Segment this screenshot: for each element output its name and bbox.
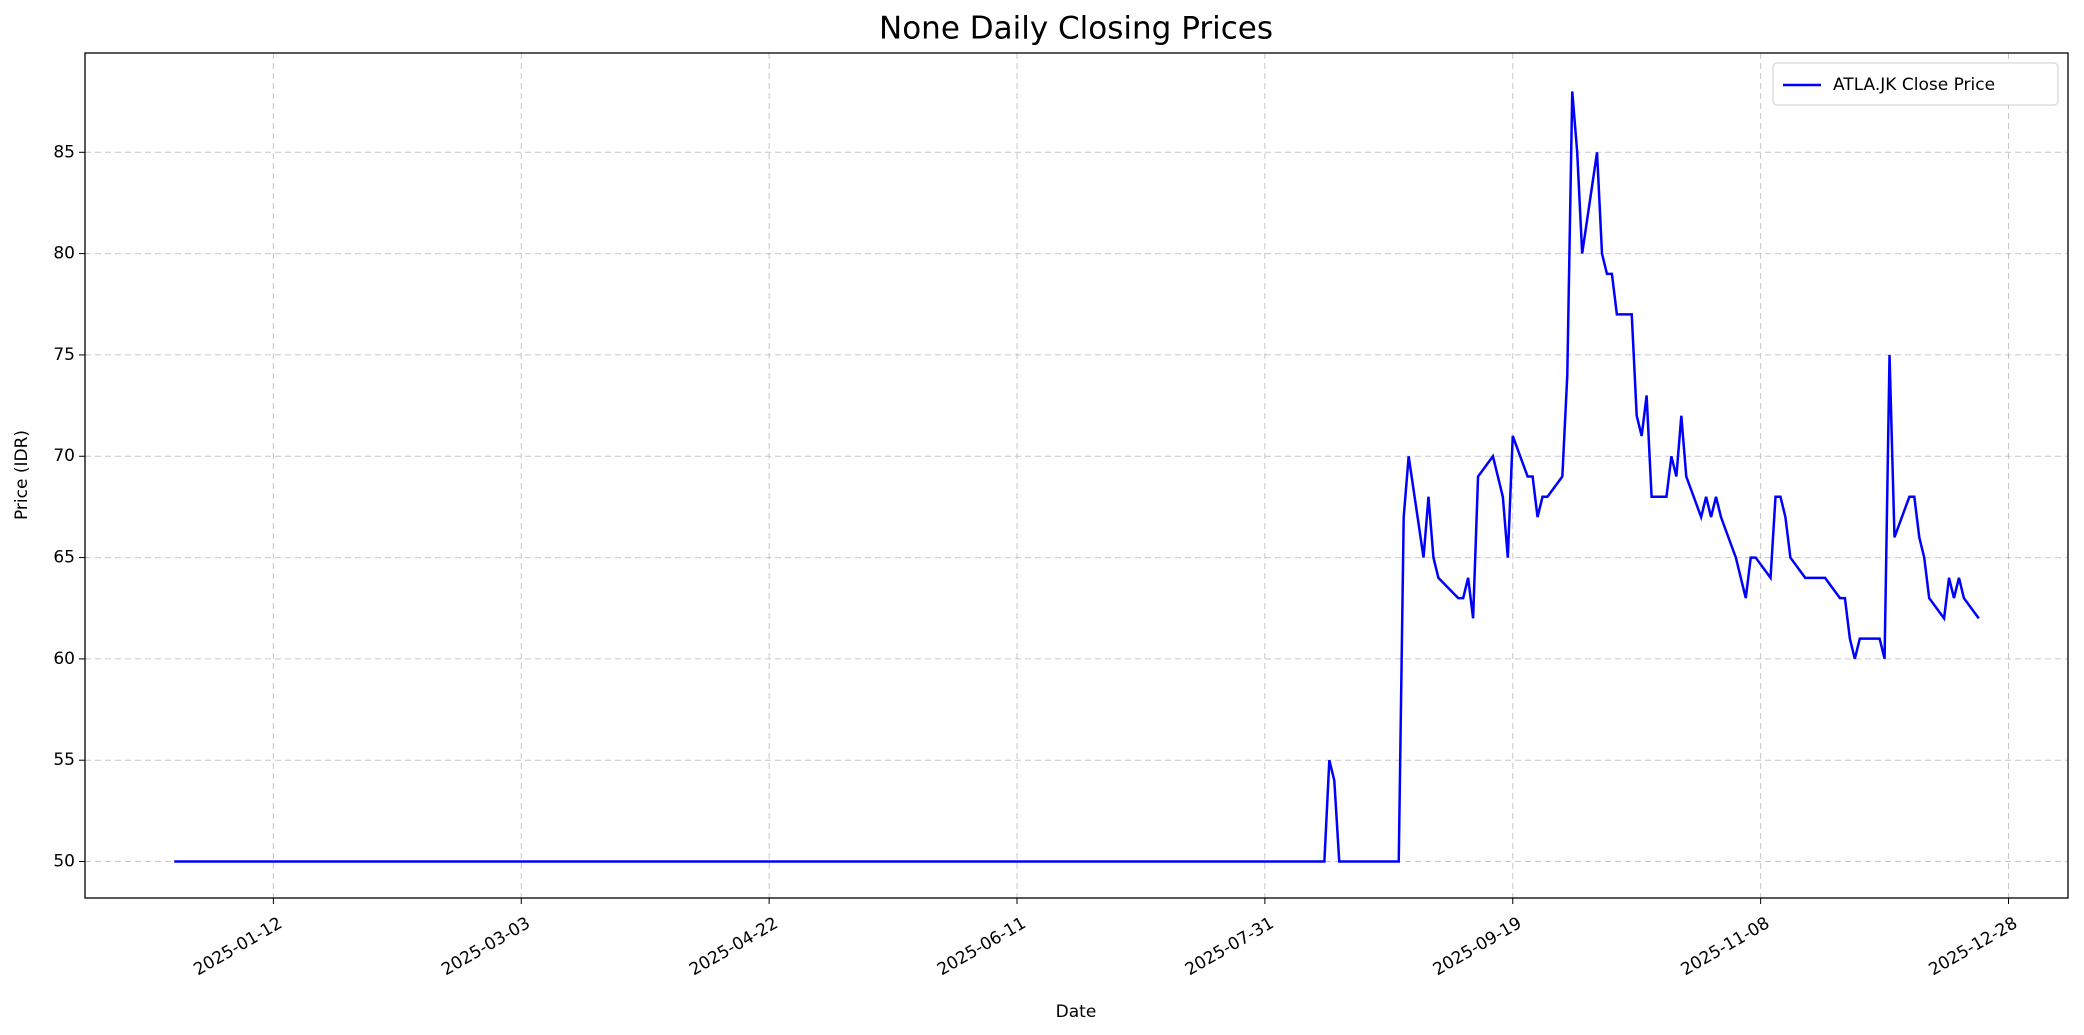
plot-frame <box>84 52 2069 899</box>
x-tick-label: 2025-12-28 <box>1925 913 2021 980</box>
legend-label: ATLA.JK Close Price <box>1833 75 1995 95</box>
chart-title: None Daily Closing Prices <box>879 11 1273 47</box>
x-tick-label: 2025-11-08 <box>1678 913 1774 980</box>
y-tick-label: 65 <box>53 548 75 568</box>
line <box>174 91 1980 863</box>
x-tick-label: 2025-06-11 <box>934 913 1030 980</box>
x-tick-label: 2025-04-22 <box>686 913 782 980</box>
x-tick-label: 2025-01-12 <box>190 913 286 980</box>
y-tick-label: 55 <box>53 750 75 770</box>
x-tick-label: 2025-09-19 <box>1430 913 1526 980</box>
x-tick-label: 2025-03-03 <box>438 913 534 980</box>
y-tick-label: 75 <box>53 345 75 365</box>
y-tick-label: 50 <box>53 852 75 872</box>
y-tick-label: 80 <box>53 244 75 264</box>
y-tick-label: 85 <box>53 142 75 162</box>
x-tick-label: 2025-07-31 <box>1182 913 1278 980</box>
y-axis-label: Price (IDR) <box>12 430 32 520</box>
x-axis-label: Date <box>1056 1002 1097 1022</box>
y-tick-label: 70 <box>53 446 75 466</box>
y-tick-label: 60 <box>53 649 75 669</box>
legend-box <box>1772 62 2059 106</box>
